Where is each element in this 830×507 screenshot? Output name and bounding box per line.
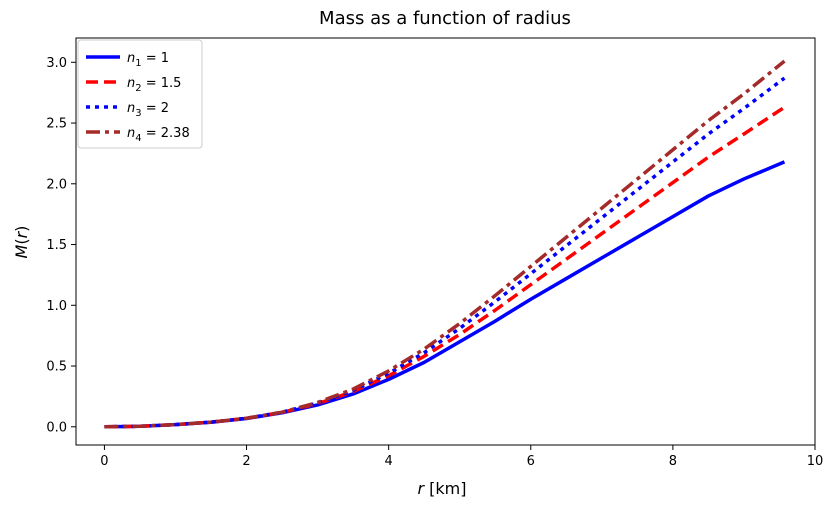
x-axis-label-unit: [km]	[424, 479, 466, 498]
legend: n1 = 1n2 = 1.5n3 = 2n4 = 2.38	[77, 39, 203, 149]
x-tick-label: 8	[669, 454, 677, 469]
legend-label-1: n1 = 1	[127, 51, 169, 69]
legend-label-sub: 1	[135, 58, 141, 69]
y-axis-label-var: M	[12, 244, 31, 258]
legend-box	[77, 39, 203, 149]
legend-label-var: n	[127, 126, 135, 141]
legend-label-eq: = 2.38	[142, 126, 190, 141]
y-axis-label-arg: r	[12, 230, 31, 238]
series-layer	[104, 59, 786, 429]
x-tick-label: 0	[100, 454, 108, 469]
y-tick-label: 3.0	[46, 56, 67, 71]
y-tick-label: 2.5	[46, 117, 67, 132]
y-tick-label: 0.0	[46, 420, 67, 435]
series-line-3	[104, 76, 786, 429]
x-axis-label: r [km]	[418, 479, 467, 498]
y-tick-label: 1.5	[46, 238, 67, 253]
legend-label-eq: = 1	[142, 51, 169, 66]
series-line-4	[104, 59, 786, 429]
legend-label-4: n4 = 2.38	[127, 126, 190, 144]
chart-title: Mass as a function of radius	[319, 8, 571, 29]
legend-label-sub: 3	[135, 108, 141, 119]
legend-label-sub: 2	[135, 83, 141, 94]
legend-entries: n1 = 1n2 = 1.5n3 = 2n4 = 2.38	[86, 51, 190, 144]
x-axis-label-var: r	[418, 479, 426, 498]
legend-label-eq: = 1.5	[142, 76, 182, 91]
legend-label-2: n2 = 1.5	[127, 76, 181, 94]
legend-label-var: n	[127, 76, 135, 91]
y-tick-label: 0.5	[46, 360, 67, 375]
x-tick-label: 6	[527, 454, 535, 469]
y-tick-label: 2.0	[46, 177, 67, 192]
legend-label-3: n3 = 2	[127, 101, 169, 119]
y-axis-label-paren-open: (	[12, 238, 31, 244]
legend-label-eq: = 2	[142, 101, 169, 116]
y-axis-label-paren-close: )	[12, 226, 31, 232]
x-axis-ticks: 0 2 4 6 8 10	[100, 445, 823, 469]
x-tick-label: 10	[807, 454, 824, 469]
legend-label-sub: 4	[135, 133, 141, 144]
legend-label-var: n	[127, 101, 135, 116]
y-axis-label: M(r)	[12, 226, 31, 259]
y-axis-ticks: 0.0 0.5 1.0 1.5 2.0 2.5 3.0	[46, 56, 76, 435]
x-tick-label: 4	[385, 454, 393, 469]
y-tick-label: 1.0	[46, 299, 67, 314]
legend-label-var: n	[127, 51, 135, 66]
x-tick-label: 2	[242, 454, 250, 469]
